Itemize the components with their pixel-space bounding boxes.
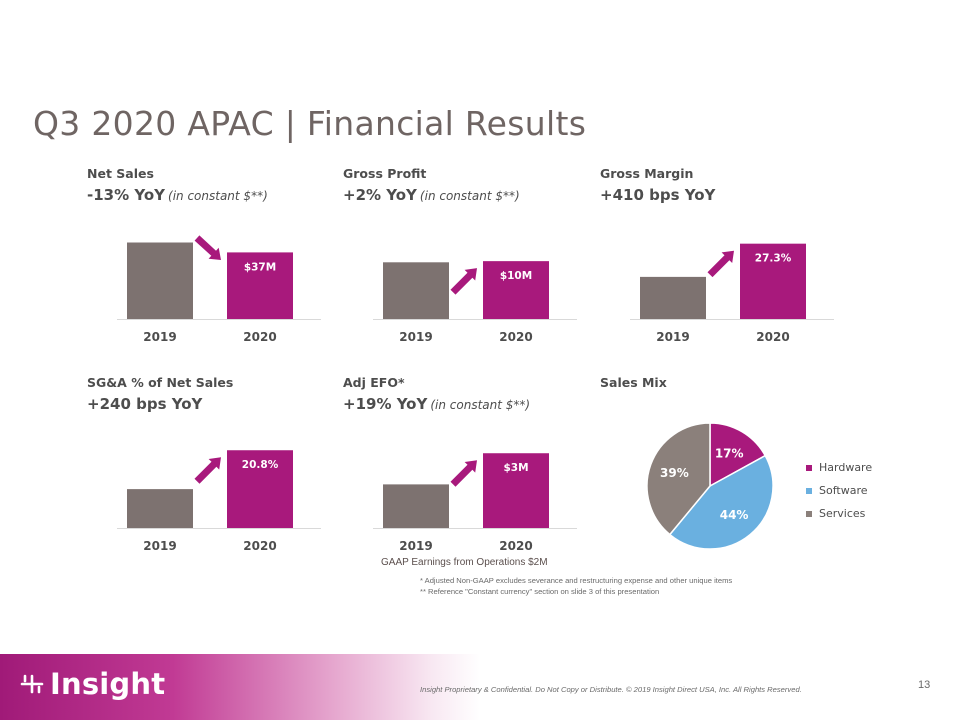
gaap-note: GAAP Earnings from Operations $2M <box>381 557 548 568</box>
panel-net-sales: Net Sales -13% YoY (in constant $**) 2019… <box>87 166 337 356</box>
net-sales-bar-chart: 2019 2020 $37M <box>117 235 321 344</box>
trend-arrow-icon <box>194 235 221 260</box>
panel-stat-value: +19% YoY <box>343 395 428 413</box>
confidential-notice: Insight Proprietary & Confidential. Do N… <box>420 685 802 694</box>
tick-label: 2020 <box>243 539 276 553</box>
panel-label: SG&A % of Net Sales <box>87 375 234 390</box>
panel-gross-margin: Gross Margin +410 bps YoY 2019 2020 27.3% <box>600 166 850 356</box>
panel-label: Net Sales <box>87 166 154 181</box>
data-label: $10M <box>500 270 532 282</box>
pie-data-label: 44% <box>720 508 749 522</box>
panel-stat-note: (in constant $**) <box>430 398 531 412</box>
legend-label: Services <box>819 507 866 520</box>
legend-item-services: Services <box>806 502 872 525</box>
panel-label: Gross Profit <box>343 166 427 181</box>
bar-2019 <box>640 276 706 319</box>
insight-logo: Insight <box>20 667 165 701</box>
legend-swatch <box>806 464 812 471</box>
tick-label: 2019 <box>143 330 176 344</box>
data-label: $37M <box>244 261 276 273</box>
page-number: 13 <box>918 679 931 691</box>
sales-mix-label: Sales Mix <box>600 375 667 390</box>
data-label: 20.8% <box>242 459 279 471</box>
panel-stat-value: +410 bps YoY <box>600 186 716 204</box>
page-title: Q3 2020 APAC | Financial Results <box>33 104 587 143</box>
bar-2020 <box>740 243 806 319</box>
panel-stat-note: (in constant $**) <box>419 189 520 203</box>
tick-label: 2019 <box>656 330 689 344</box>
pie-slice-services <box>646 422 711 536</box>
panel-stat: +410 bps YoY <box>600 186 715 204</box>
pie-data-label: 17% <box>715 447 744 461</box>
panel-stat: -13% YoY (in constant $**) <box>87 186 268 204</box>
panel-stat-value: +2% YoY <box>343 186 417 204</box>
insight-logo-icon <box>20 674 44 694</box>
bar-2019 <box>127 242 193 319</box>
bar-2019 <box>383 484 449 528</box>
footnote-1: * Adjusted Non-GAAP excludes severance a… <box>420 576 733 585</box>
tick-label: 2020 <box>499 539 532 553</box>
tick-label: 2019 <box>399 539 432 553</box>
bar-2020 <box>227 252 293 319</box>
panel-label: Adj EFO* <box>343 375 405 390</box>
footer-band <box>0 654 960 720</box>
data-label: 27.3% <box>755 253 792 265</box>
pie-slice-hardware <box>709 422 767 488</box>
panel-stat: +240 bps YoY <box>87 395 202 413</box>
pie-data-label: 39% <box>660 466 689 480</box>
trend-arrow-icon <box>450 460 477 487</box>
adj-efo-bar-chart: 2019 2020 $3M <box>373 453 577 553</box>
tick-label: 2020 <box>756 330 789 344</box>
panel-sga: SG&A % of Net Sales +240 bps YoY 2019 202… <box>87 375 337 565</box>
panel-stat: +19% YoY (in constant $**) <box>343 395 530 413</box>
panel-adj-efo: Adj EFO* +19% YoY (in constant $**) 2019 2… <box>343 375 593 565</box>
panel-gross-profit: Gross Profit +2% YoY (in constant $**) 20… <box>343 166 593 356</box>
panel-stat: +2% YoY (in constant $**) <box>343 186 520 204</box>
legend-label: Software <box>819 484 868 497</box>
tick-label: 2019 <box>399 330 432 344</box>
insight-logo-text: Insight <box>50 667 166 701</box>
trend-arrow-icon <box>194 457 221 484</box>
legend-swatch <box>806 510 812 517</box>
tick-label: 2020 <box>243 330 276 344</box>
panel-label: Gross Margin <box>600 166 694 181</box>
legend-item-hardware: Hardware <box>806 456 872 479</box>
trend-arrow-icon <box>707 250 734 278</box>
gross-profit-bar-chart: 2019 2020 $10M <box>373 261 577 344</box>
bar-2020 <box>227 450 293 528</box>
pie-slice-software <box>668 454 774 550</box>
trend-arrow-icon <box>450 268 477 295</box>
bar-2019 <box>127 489 193 528</box>
panel-stat-note: (in constant $**) <box>168 189 268 203</box>
legend-swatch <box>806 487 812 494</box>
data-label: $3M <box>503 462 528 474</box>
legend-item-software: Software <box>806 479 872 502</box>
footnote-2: ** Reference "Constant currency" section… <box>420 587 660 596</box>
bar-2020 <box>483 453 549 528</box>
tick-label: 2020 <box>499 330 532 344</box>
bar-2020 <box>483 261 549 319</box>
sales-mix-legend: Hardware Software Services <box>806 456 872 525</box>
gross-margin-bar-chart: 2019 2020 27.3% <box>630 243 834 344</box>
panel-stat-value: +240 bps YoY <box>87 395 203 413</box>
panel-stat-value: -13% YoY <box>87 186 166 204</box>
tick-label: 2019 <box>143 539 176 553</box>
legend-label: Hardware <box>819 461 873 474</box>
bar-2019 <box>383 262 449 319</box>
sga-bar-chart: 2019 2020 20.8% <box>117 450 321 553</box>
sales-mix-pie-chart: 17% 44% 39% <box>646 422 774 550</box>
